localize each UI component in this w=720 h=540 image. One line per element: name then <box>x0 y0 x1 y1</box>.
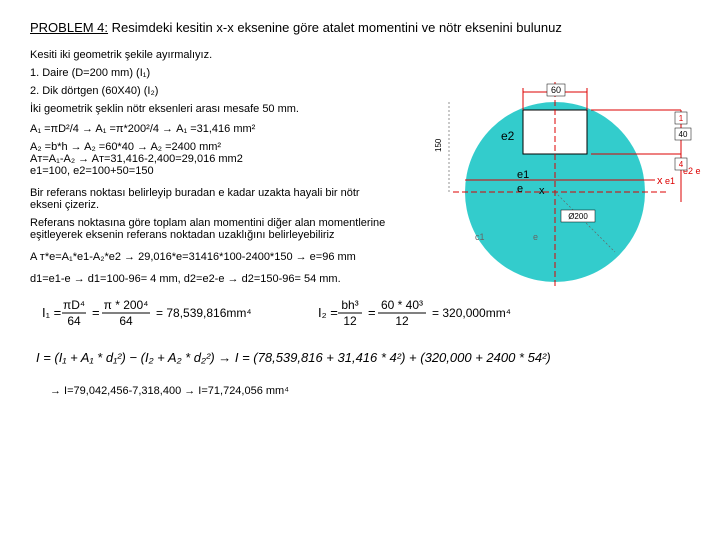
problem-title: PROBLEM 4: Resimdeki kesitin x-x eksenin… <box>30 20 690 35</box>
body-line: Referans noktasına göre toplam alan mome… <box>30 217 390 241</box>
equation-i1-i2: I₁ = πD⁴ 64 = π * 200⁴ 64 = 78,539,816mm… <box>30 295 690 334</box>
lbl: e <box>533 232 538 242</box>
lbl: c1 <box>475 232 485 242</box>
svg-text:=: = <box>368 305 376 320</box>
eq-text: bh³ <box>341 298 358 312</box>
dim: 60 <box>551 85 561 95</box>
lbl: e1 <box>517 169 529 181</box>
dim: 4 <box>679 160 684 169</box>
lbl: e <box>517 183 523 195</box>
eq-text: I₁ = <box>42 305 61 320</box>
svg-text:=: = <box>92 305 100 320</box>
lbl: x <box>657 175 663 187</box>
dim: 1 <box>679 114 684 123</box>
final-line: → I=79,042,456-7,318,400 → I=71,724,056 … <box>50 385 690 397</box>
body-line: Kesiti iki geometrik şekile ayırmalıyız. <box>30 49 690 61</box>
eq-text: = 78,539,816mm⁴ <box>156 306 252 320</box>
lbl: x <box>539 185 545 197</box>
body-line: Bir referans noktası belirleyip buradan … <box>30 187 390 211</box>
eq-text: π * 200⁴ <box>104 298 149 312</box>
lbl: e2 <box>501 129 515 143</box>
section-diagram: e1 e x x e1 e2 e e2 60 1 40 4 150 Ø200 c… <box>405 62 705 292</box>
eq-text: I₂ = <box>318 305 338 320</box>
eq-text: 12 <box>343 314 357 328</box>
eq-text: I = (I₁ + A₁ * d₁²) − (I₂ + A₂ * d₂²) → … <box>36 350 551 365</box>
dim: 150 <box>434 138 443 152</box>
title-prefix: PROBLEM 4: <box>30 20 108 35</box>
equation-i-long: I = (I₁ + A₁ * d₁²) − (I₂ + A₂ * d₂²) → … <box>30 344 690 373</box>
dim: 40 <box>679 130 688 139</box>
eq-text: 64 <box>119 314 133 328</box>
title-rest: Resimdeki kesitin x-x eksenine göre atal… <box>108 20 562 35</box>
eq-text: 60 * 40³ <box>381 298 423 312</box>
dim: Ø200 <box>568 212 588 221</box>
eq-text: = 320,000mm⁴ <box>432 306 511 320</box>
lbl: e1 <box>665 176 675 186</box>
eq-text: πD⁴ <box>63 298 85 312</box>
eq-text: 12 <box>395 314 409 328</box>
eq-text: 64 <box>67 314 81 328</box>
